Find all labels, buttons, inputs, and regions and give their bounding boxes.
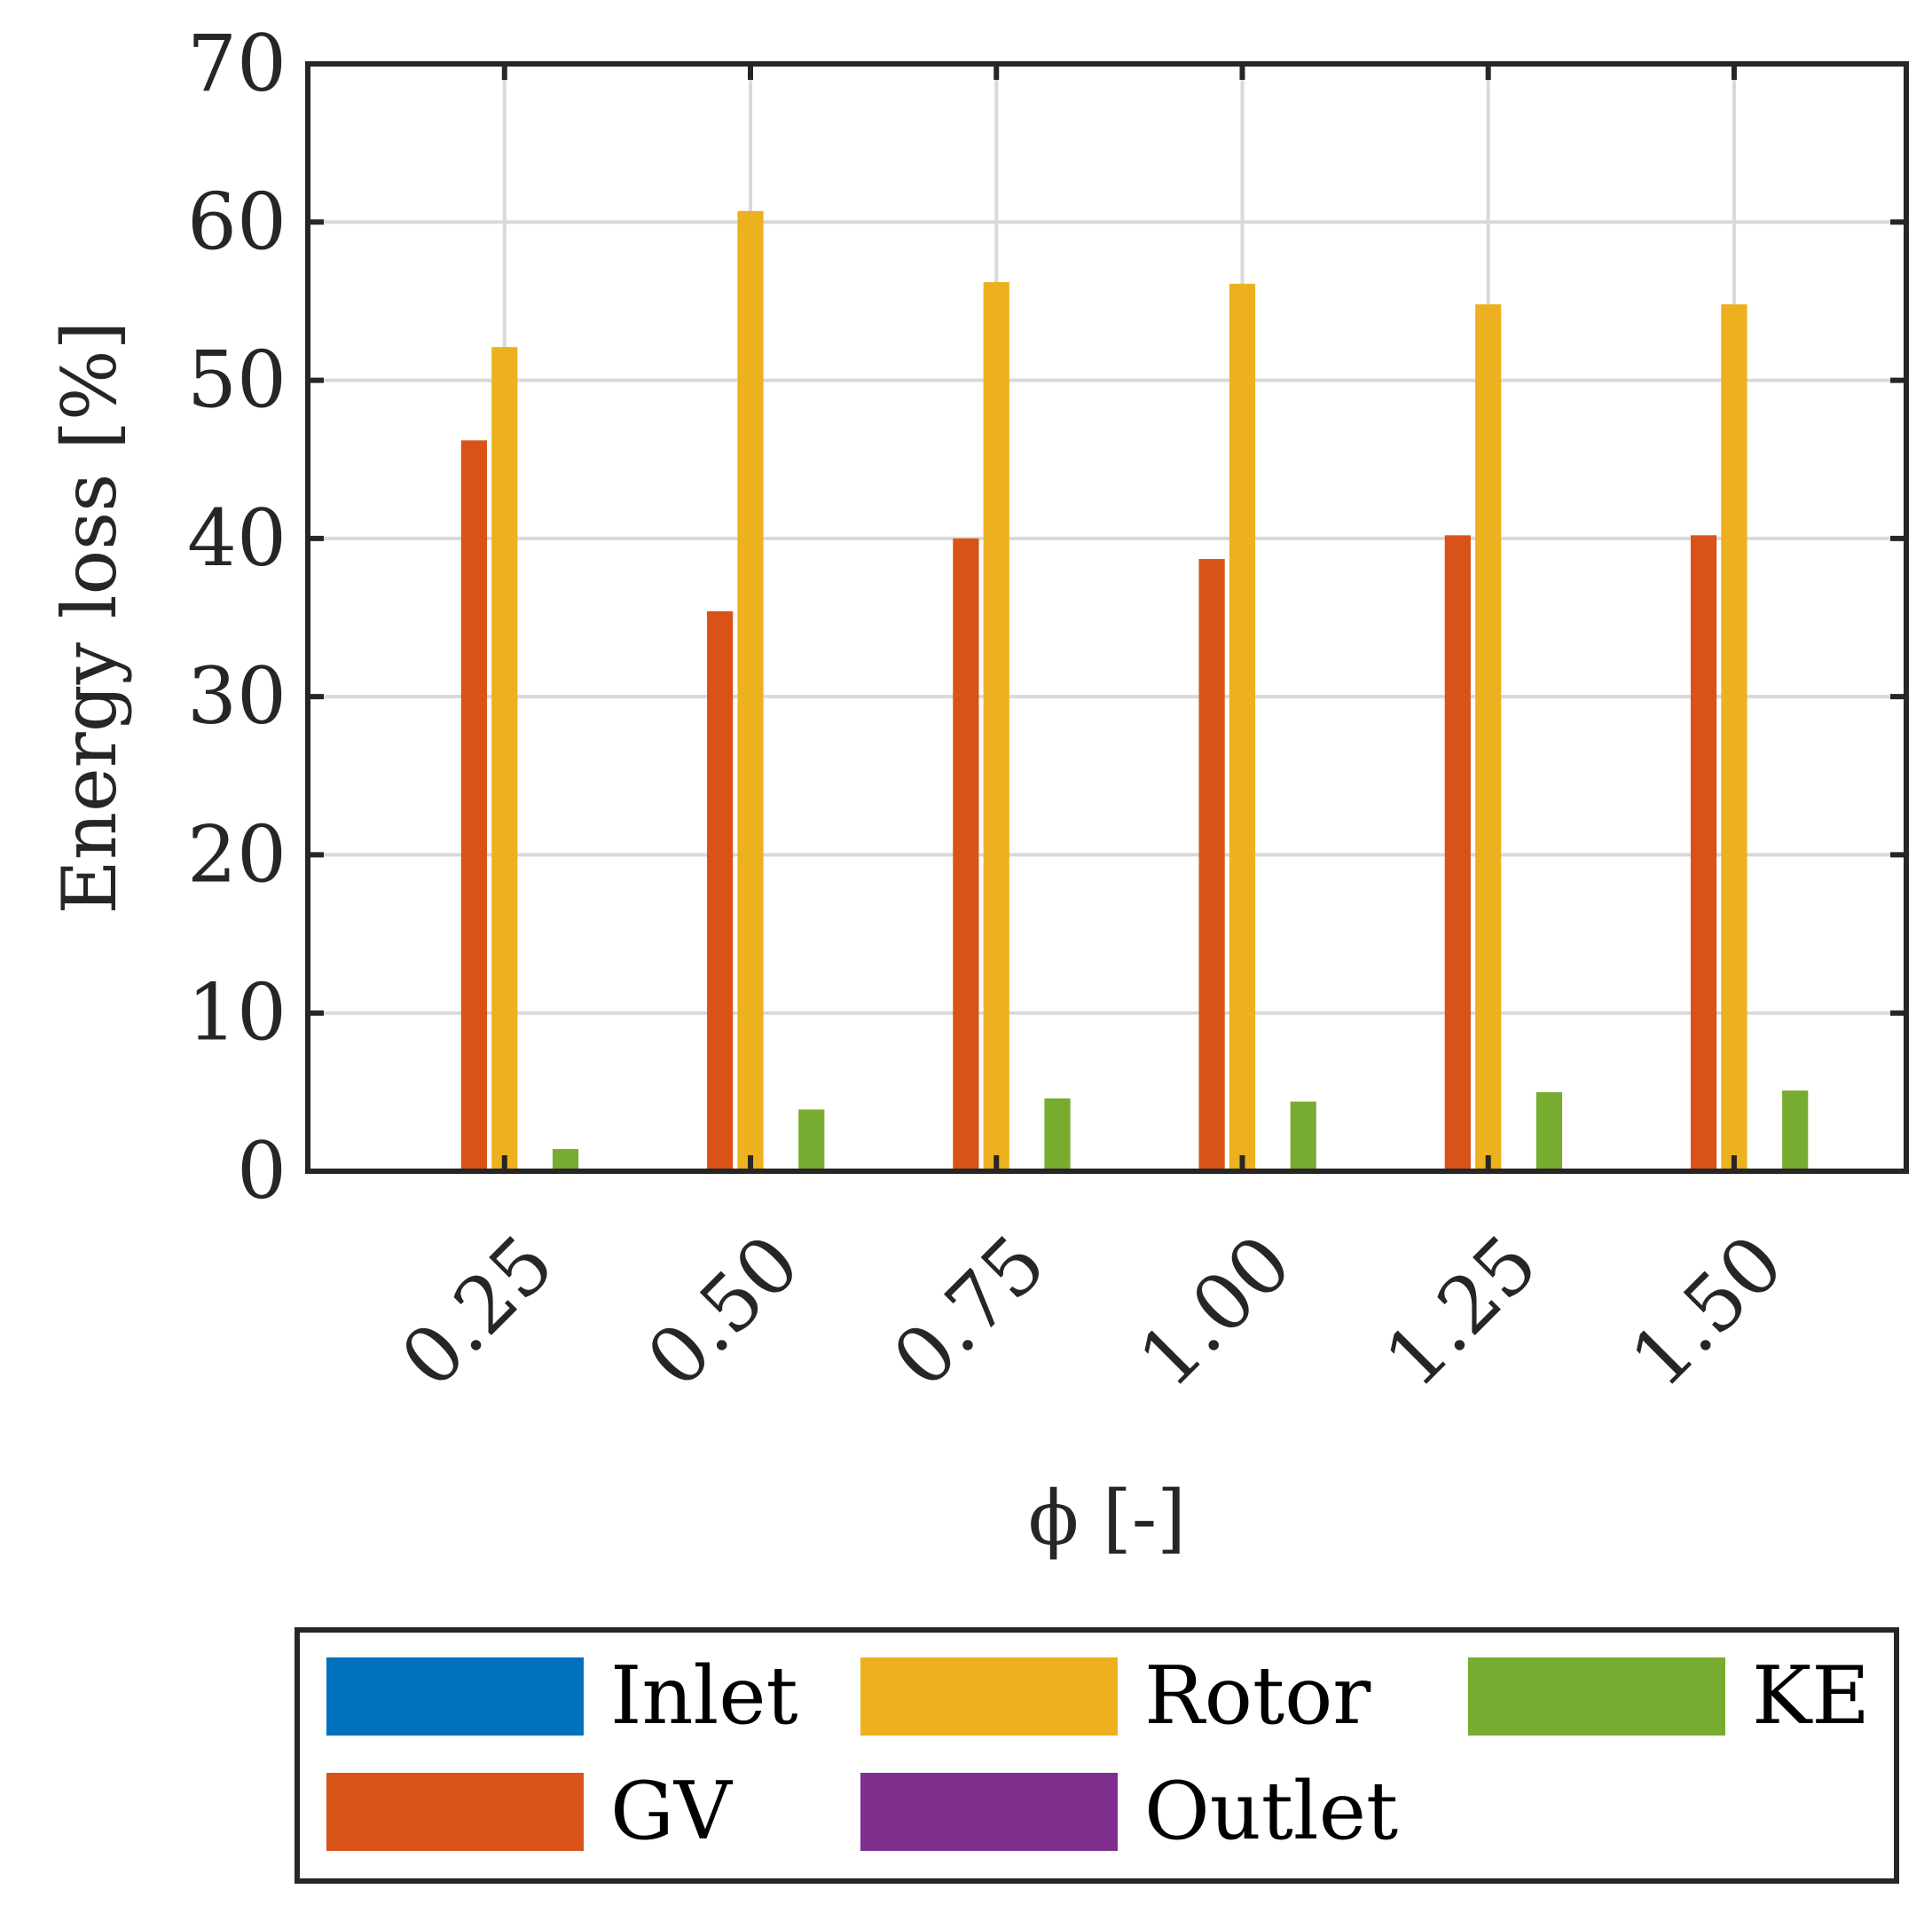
legend-swatch-rotor (860, 1657, 1118, 1736)
bar-gv-1.50 (1690, 535, 1717, 1171)
bar-rotor-1.50 (1721, 303, 1747, 1172)
bar-ke-0.50 (798, 1109, 825, 1171)
bar-ke-0.25 (552, 1149, 579, 1171)
legend-swatch-outlet (860, 1773, 1118, 1851)
legend-label-rotor: Rotor (1144, 1649, 1371, 1743)
legend-swatch-inlet (326, 1657, 584, 1736)
bar-gv-0.75 (953, 538, 979, 1171)
y-tick-label: 60 (187, 176, 287, 267)
y-axis-label: Energy loss [%] (46, 321, 133, 915)
x-tick-label: 1.25 (1367, 1217, 1554, 1405)
bar-rotor-0.75 (983, 282, 1009, 1171)
legend-swatch-gv (326, 1773, 584, 1851)
legend-label-gv: GV (610, 1765, 734, 1858)
bar-gv-0.25 (460, 440, 488, 1171)
x-tick-label: 1.50 (1613, 1217, 1800, 1405)
x-tick-label: 0.50 (629, 1217, 816, 1405)
x-tick-label: 0.75 (876, 1217, 1063, 1405)
bar-gv-0.50 (707, 610, 734, 1171)
legend-label-ke: KE (1752, 1649, 1870, 1743)
bar-rotor-0.25 (491, 347, 518, 1171)
grid-lines (308, 62, 1906, 1173)
bar-gv-1.25 (1444, 535, 1471, 1171)
x-tick-label: 1.00 (1121, 1217, 1308, 1405)
bars (460, 210, 1809, 1172)
y-tick-label: 30 (187, 650, 287, 742)
bar-gv-1.00 (1198, 559, 1225, 1171)
bar-ke-1.50 (1782, 1090, 1809, 1171)
legend: Inlet GV Rotor Outlet KE (295, 1627, 1899, 1884)
x-tick-label: 0.25 (383, 1217, 570, 1405)
bar-ke-0.75 (1044, 1098, 1071, 1171)
bar-rotor-1.25 (1475, 303, 1502, 1172)
legend-label-inlet: Inlet (610, 1649, 798, 1743)
y-tick-label: 70 (187, 18, 287, 109)
bar-ke-1.00 (1290, 1101, 1316, 1171)
y-tick-label: 50 (187, 335, 287, 426)
x-axis-label: ϕ [-] (1028, 1475, 1186, 1562)
plot-frame (305, 61, 1909, 1174)
y-tick-label: 0 (237, 1125, 287, 1216)
bar-rotor-0.50 (737, 210, 764, 1172)
legend-swatch-ke (1468, 1657, 1725, 1736)
y-tick-label: 20 (187, 808, 287, 900)
bar-rotor-1.00 (1229, 283, 1256, 1171)
legend-label-outlet: Outlet (1144, 1765, 1398, 1858)
bar-ke-1.25 (1535, 1091, 1563, 1171)
y-tick-label: 10 (187, 967, 287, 1059)
axis-ticks: 0 10 20 30 40 50 60 70 0.25 0.50 0.75 1.00 1.25 1.50 (187, 18, 1906, 1405)
y-tick-label: 40 (187, 492, 287, 584)
